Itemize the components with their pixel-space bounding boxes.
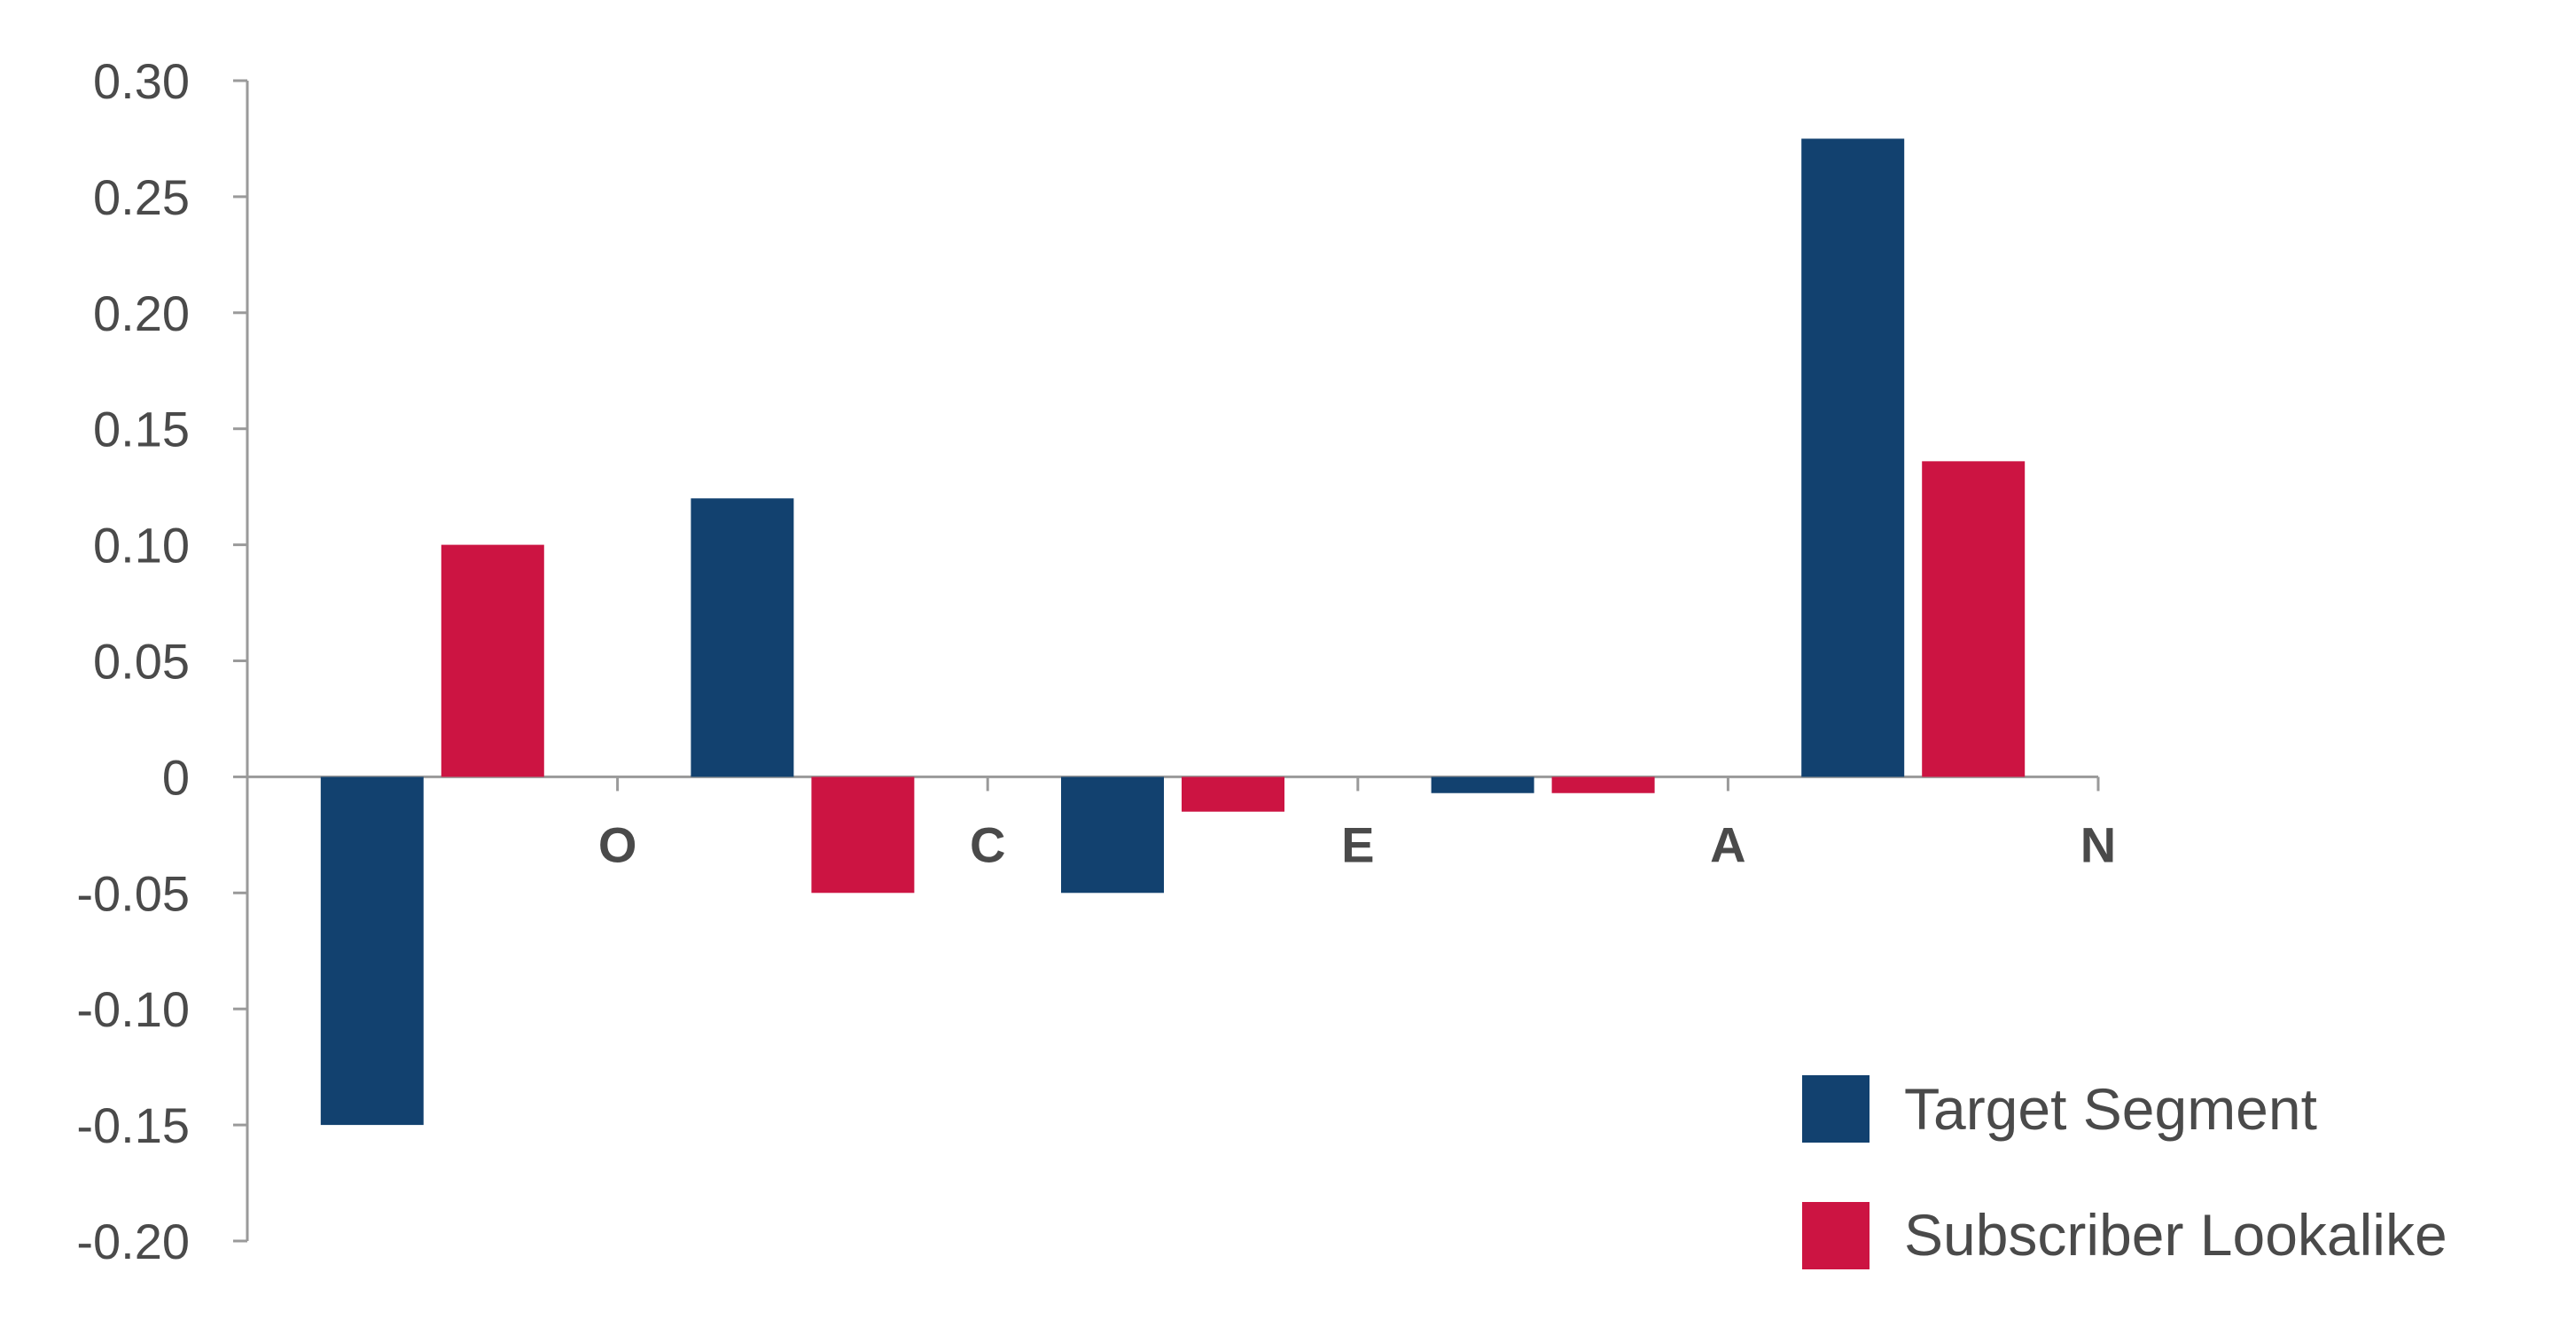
y-tick-label: 0.30 xyxy=(93,53,190,109)
x-tick-label: E xyxy=(1341,816,1374,872)
y-tick-label: -0.20 xyxy=(76,1214,190,1269)
x-tick-label: C xyxy=(970,816,1005,872)
bar-target-segment-o xyxy=(320,777,424,1126)
bars xyxy=(320,138,2026,1126)
bar-target-segment-n xyxy=(1801,138,1905,777)
y-axis-ticks: -0.20 -0.15 -0.10 -0.05 0 0.05 0.10 0.15 0.20 0.2… xyxy=(76,53,247,1269)
bar-subscriber-lookalike-o xyxy=(441,544,544,777)
x-tick-label: O xyxy=(598,816,637,872)
y-tick-label: 0.25 xyxy=(93,169,190,225)
y-tick-label: 0.15 xyxy=(93,402,190,457)
bar-target-segment-e xyxy=(1061,777,1164,894)
y-tick-label: -0.10 xyxy=(76,981,190,1037)
bar-subscriber-lookalike-e xyxy=(1182,777,1284,812)
legend-swatch-target-segment xyxy=(1802,1075,1870,1143)
y-tick-label: 0 xyxy=(162,749,190,805)
bar-subscriber-lookalike-a xyxy=(1551,777,1655,793)
bar-target-segment-c xyxy=(691,498,794,777)
y-tick-label: 0.05 xyxy=(93,634,190,690)
x-tick-label: N xyxy=(2080,816,2116,872)
y-tick-label: -0.05 xyxy=(76,865,190,921)
legend: Target Segment Subscriber Lookalike xyxy=(1802,1075,2447,1269)
bar-subscriber-lookalike-c xyxy=(811,777,915,894)
y-tick-label: 0.20 xyxy=(93,285,190,341)
x-tick-label: A xyxy=(1710,816,1745,872)
bar-subscriber-lookalike-n xyxy=(1922,461,2026,777)
legend-label-subscriber-lookalike: Subscriber Lookalike xyxy=(1904,1202,2447,1268)
legend-label-target-segment: Target Segment xyxy=(1904,1076,2317,1142)
y-tick-label: 0.10 xyxy=(93,518,190,574)
y-tick-label: -0.15 xyxy=(76,1097,190,1153)
legend-swatch-subscriber-lookalike xyxy=(1802,1202,1870,1269)
bar-target-segment-a xyxy=(1431,777,1534,793)
